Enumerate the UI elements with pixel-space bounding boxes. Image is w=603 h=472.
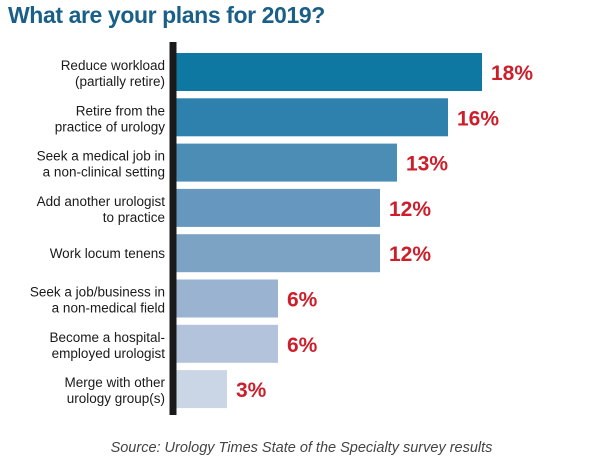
value-label-6: 6% <box>287 289 318 312</box>
value-label-1: 18% <box>491 62 533 85</box>
category-label-line: employed urologist <box>52 346 166 361</box>
bar-8 <box>176 370 227 409</box>
chart-title: What are your plans for 2019? <box>8 2 325 28</box>
category-label-1: Reduce workload (partially retire) <box>61 58 165 89</box>
bar-4 <box>176 188 380 227</box>
bar-1 <box>176 53 482 91</box>
category-label-line: Seek a job/business in <box>30 285 165 300</box>
category-label-line: a non-clinical setting <box>43 165 165 180</box>
category-label-7: Become a hospital-employed urologist <box>49 330 165 361</box>
value-label-8: 3% <box>236 379 267 402</box>
bar-7 <box>176 324 278 363</box>
value-label-7: 6% <box>287 334 318 357</box>
category-label-line: Become a hospital- <box>49 330 165 345</box>
category-label-line: Retire from the <box>76 103 165 118</box>
category-label-line: Reduce workload <box>61 58 165 73</box>
category-label-2: Retire from the practice of urology <box>55 103 166 134</box>
bar-chart: Reduce workload (partially retire) 18% Reti… <box>30 42 533 415</box>
bar-6 <box>176 279 278 318</box>
value-label-5: 12% <box>389 243 431 266</box>
value-label-4: 12% <box>389 198 431 221</box>
category-label-line: to practice <box>103 210 165 225</box>
category-label-line: Add another urologist <box>37 194 166 209</box>
category-label-5: Work locum tenens <box>50 246 166 261</box>
category-label-8: Merge with other urology group(s) <box>64 375 165 406</box>
value-label-2: 16% <box>457 107 499 130</box>
bar-3 <box>176 143 397 182</box>
category-label-line: Seek a medical job in <box>37 149 165 164</box>
category-label-line: a non-medical field <box>52 301 165 316</box>
category-label-line: (partially retire) <box>75 74 165 89</box>
category-label-line: urology group(s) <box>67 391 165 406</box>
bar-2 <box>176 98 448 137</box>
category-label-4: Add another urologist to practice <box>37 194 166 225</box>
category-label-6: Seek a job/business in a non-medical fiel… <box>30 285 165 316</box>
source-note: Source: Urology Times State of the Speci… <box>110 440 493 456</box>
category-label-line: practice of urology <box>55 119 166 134</box>
bar-5 <box>176 234 380 273</box>
category-label-3: Seek a medical job in a non-clinical sett… <box>37 149 165 180</box>
category-label-line: Merge with other <box>64 375 165 390</box>
bars-layer: Reduce workload (partially retire) 18% Reti… <box>30 53 533 409</box>
value-label-3: 13% <box>406 153 448 176</box>
